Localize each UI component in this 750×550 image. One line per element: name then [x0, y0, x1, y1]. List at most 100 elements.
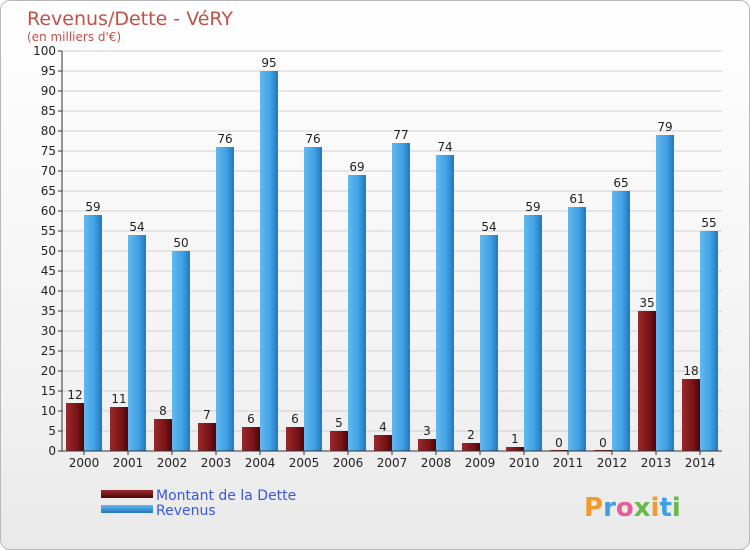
bar-debt-2002 — [154, 419, 172, 451]
chart-subtitle: (en milliers d'€) — [27, 30, 121, 44]
logo-letter: r — [603, 493, 616, 523]
bar-debt-2001 — [110, 407, 128, 451]
bar-revenus-2002 — [172, 251, 190, 451]
bar-debt-2014 — [682, 379, 700, 451]
value-label-bar-revenus-2004: 95 — [261, 56, 276, 70]
proxiti-logo: Proxiti — [584, 493, 681, 523]
value-label-bar-revenus-2006: 69 — [349, 160, 364, 174]
bar-revenus-2005 — [304, 147, 322, 451]
bar-revenus-2004 — [260, 71, 278, 451]
y-tick-label: 10 — [41, 404, 56, 418]
bar-debt-2013 — [638, 311, 656, 451]
y-tick-label: 95 — [41, 64, 56, 78]
value-label-bar-debt-2002: 8 — [159, 404, 167, 418]
y-tick-label: 100 — [33, 44, 56, 58]
bar-revenus-2008 — [436, 155, 454, 451]
value-label-bar-revenus-2013: 79 — [657, 120, 672, 134]
x-tick-label-2012: 2012 — [597, 456, 628, 470]
y-tick-label: 70 — [41, 164, 56, 178]
x-tick-label-2013: 2013 — [641, 456, 672, 470]
legend: Montant de la Dette Revenus — [101, 488, 296, 519]
chart-title: Revenus/Dette - VéRY — [27, 8, 233, 30]
x-axis-ticks: 2000 2001 2002 2003 2004 2005 2006 2007 2008 2009… — [69, 451, 716, 470]
y-tick-label: 25 — [41, 344, 56, 358]
value-label-bar-revenus-2001: 54 — [129, 220, 144, 234]
x-tick-label-2005: 2005 — [289, 456, 320, 470]
value-label-bar-debt-2007: 4 — [379, 420, 387, 434]
value-label-bar-revenus-2014: 55 — [701, 216, 716, 230]
y-tick-label: 45 — [41, 264, 56, 278]
bar-revenus-2014 — [700, 231, 718, 451]
bar-revenus-2003 — [216, 147, 234, 451]
y-tick-label: 0 — [48, 444, 56, 458]
y-axis-ticks: 0 5 10 15 20 25 30 35 40 45 50 55 60 65 70 75 80 85 90 95 10… — [33, 44, 62, 458]
y-tick-label: 30 — [41, 324, 56, 338]
logo-letter: i — [651, 493, 660, 523]
bar-debt-2010 — [506, 447, 524, 451]
bar-revenus-2009 — [480, 235, 498, 451]
value-label-bar-revenus-2010: 59 — [525, 200, 540, 214]
value-label-bar-revenus-2011: 61 — [569, 192, 584, 206]
value-label-bar-debt-2008: 3 — [423, 424, 431, 438]
value-label-bar-debt-2010: 1 — [511, 432, 519, 446]
y-tick-label: 90 — [41, 84, 56, 98]
y-tick-label: 80 — [41, 124, 56, 138]
bar-debt-2005 — [286, 427, 304, 451]
bar-revenus-2000 — [84, 215, 102, 451]
logo-letter: o — [616, 493, 634, 523]
logo-letter: t — [659, 493, 671, 523]
x-tick-label-2009: 2009 — [465, 456, 496, 470]
value-label-bar-revenus-2007: 77 — [393, 128, 408, 142]
y-tick-label: 60 — [41, 204, 56, 218]
value-label-bar-debt-2005: 6 — [291, 412, 299, 426]
value-label-bar-debt-2006: 5 — [335, 416, 343, 430]
value-label-bar-revenus-2002: 50 — [173, 236, 188, 250]
bar-debt-2004 — [242, 427, 260, 451]
y-tick-label: 50 — [41, 244, 56, 258]
value-label-bar-debt-2004: 6 — [247, 412, 255, 426]
x-tick-label-2011: 2011 — [553, 456, 584, 470]
value-label-bar-revenus-2008: 74 — [437, 140, 452, 154]
value-label-bar-debt-2003: 7 — [203, 408, 211, 422]
x-tick-label-2014: 2014 — [685, 456, 716, 470]
logo-letter: x — [634, 493, 651, 523]
y-tick-label: 35 — [41, 304, 56, 318]
y-tick-label: 5 — [48, 424, 56, 438]
value-label-bar-revenus-2003: 76 — [217, 132, 232, 146]
bar-revenus-2011 — [568, 207, 586, 451]
x-tick-label-2001: 2001 — [113, 456, 144, 470]
x-tick-label-2006: 2006 — [333, 456, 364, 470]
bars — [66, 71, 718, 451]
bar-revenus-2010 — [524, 215, 542, 451]
y-tick-label: 75 — [41, 144, 56, 158]
value-label-bar-debt-2009: 2 — [467, 428, 475, 442]
logo-text: Proxiti — [584, 493, 681, 523]
x-tick-label-2008: 2008 — [421, 456, 452, 470]
y-tick-label: 40 — [41, 284, 56, 298]
value-label-bar-revenus-2012: 65 — [613, 176, 628, 190]
bar-debt-2006 — [330, 431, 348, 451]
value-label-bar-revenus-2009: 54 — [481, 220, 496, 234]
value-label-bar-revenus-2000: 59 — [85, 200, 100, 214]
legend-swatch-revenus — [101, 505, 153, 513]
y-tick-label: 15 — [41, 384, 56, 398]
y-tick-label: 20 — [41, 364, 56, 378]
value-label-bar-debt-2000: 12 — [67, 388, 82, 402]
legend-label-debt: Montant de la Dette — [156, 488, 296, 504]
bar-debt-2000 — [66, 403, 84, 451]
bar-debt-2003 — [198, 423, 216, 451]
x-tick-label-2003: 2003 — [201, 456, 232, 470]
bar-revenus-2001 — [128, 235, 146, 451]
y-tick-label: 65 — [41, 184, 56, 198]
legend-swatch-debt — [101, 490, 153, 498]
value-label-bar-revenus-2005: 76 — [305, 132, 320, 146]
legend-label-revenus: Revenus — [156, 503, 216, 519]
y-tick-label: 55 — [41, 224, 56, 238]
bar-debt-2008 — [418, 439, 436, 451]
value-label-bar-debt-2013: 35 — [639, 296, 654, 310]
bar-revenus-2007 — [392, 143, 410, 451]
x-tick-label-2007: 2007 — [377, 456, 408, 470]
bar-debt-2007 — [374, 435, 392, 451]
